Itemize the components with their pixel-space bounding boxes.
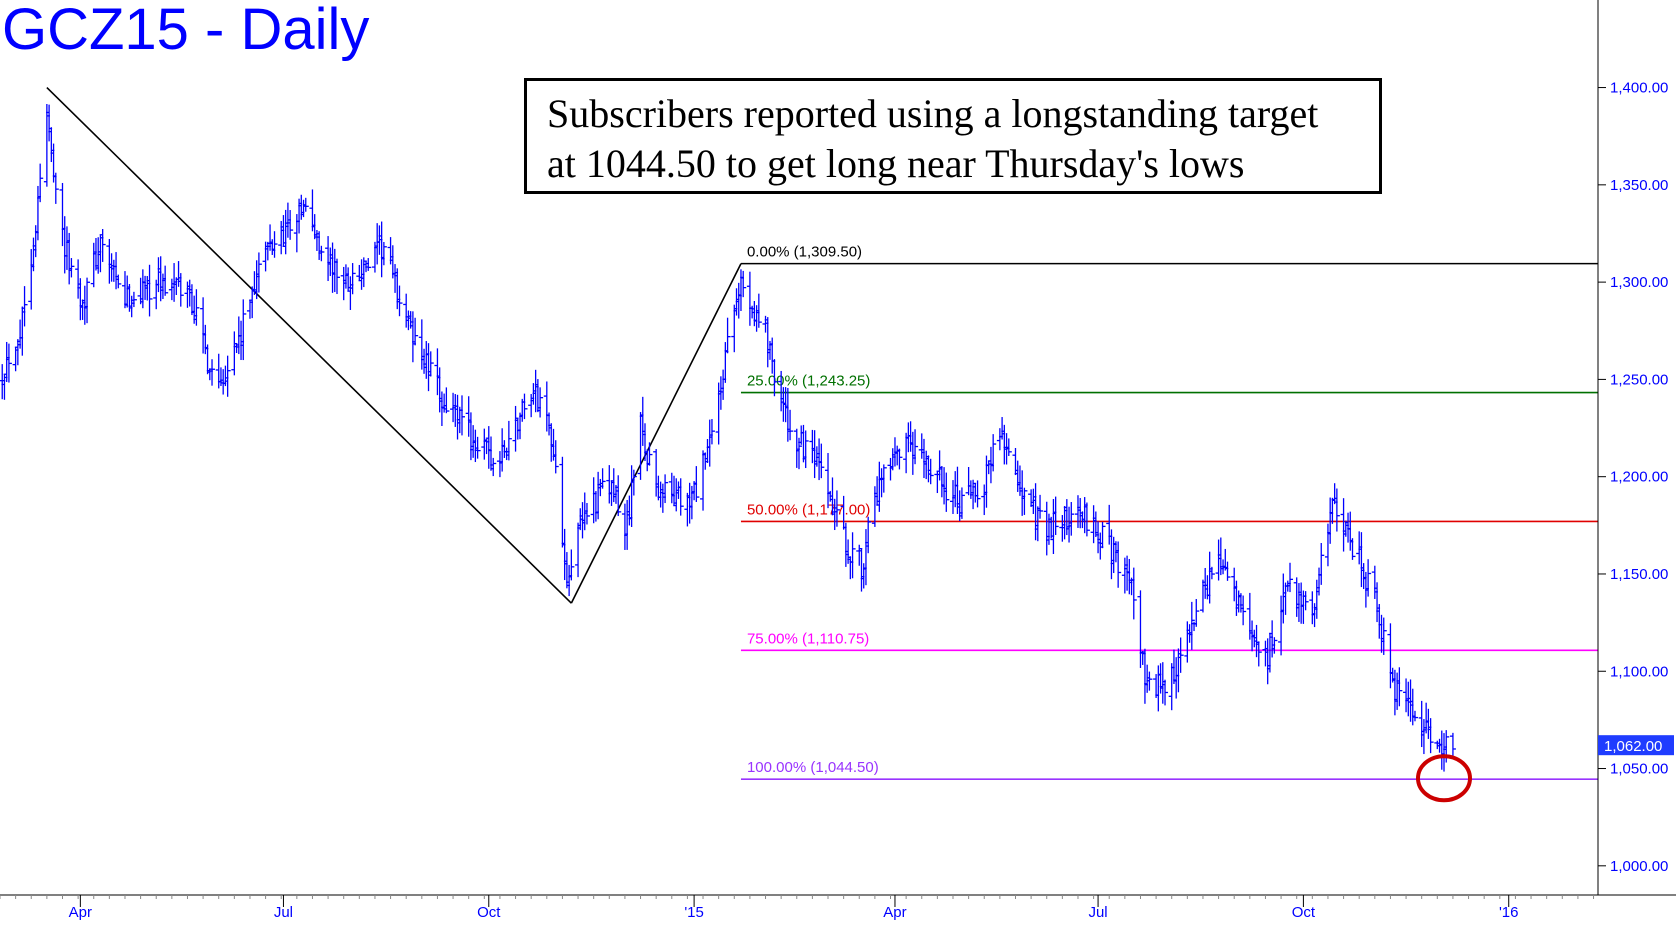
fib-level-label: 0.00% (1,309.50) bbox=[747, 244, 862, 261]
y-axis-panel bbox=[1598, 0, 1676, 925]
annotation-note-box: Subscribers reported using a longstandin… bbox=[524, 78, 1382, 194]
x-tick-label: '16 bbox=[1499, 904, 1519, 921]
x-axis-panel bbox=[0, 896, 1676, 925]
y-tick-label: 1,150.00 bbox=[1610, 566, 1668, 583]
chart-title: GCZ15 - Daily bbox=[2, 0, 370, 62]
fib-level-label: 50.00% (1,177.00) bbox=[747, 501, 870, 518]
fib-level-label: 25.00% (1,243.25) bbox=[747, 373, 870, 390]
note-line-2: at 1044.50 to get long near Thursday's l… bbox=[547, 141, 1245, 186]
y-tick-label: 1,350.00 bbox=[1610, 177, 1668, 194]
y-tick-label: 1,100.00 bbox=[1610, 663, 1668, 680]
annotation-circle bbox=[1416, 754, 1473, 803]
y-tick-label: 1,200.00 bbox=[1610, 469, 1668, 486]
y-tick-label: 1,400.00 bbox=[1610, 80, 1668, 97]
fib-level-label: 75.00% (1,110.75) bbox=[747, 630, 869, 647]
trendline bbox=[570, 263, 742, 604]
fib-level-label: 100.00% (1,044.50) bbox=[747, 759, 879, 776]
last-price-label: 1,062.00 bbox=[1604, 738, 1662, 755]
price-bars bbox=[0, 104, 1456, 772]
y-tick-label: 1,000.00 bbox=[1610, 858, 1668, 875]
last-price-tag bbox=[1598, 735, 1674, 756]
x-tick-label: Apr bbox=[69, 904, 92, 921]
x-tick-label: Oct bbox=[477, 904, 501, 921]
x-tick-label: Jul bbox=[274, 904, 293, 921]
x-tick-label: '15 bbox=[684, 904, 704, 921]
x-tick-label: Apr bbox=[883, 904, 906, 921]
fibonacci-levels: 0.00% (1,309.50) 25.00% (1,243.25) 50.00% … bbox=[740, 244, 1598, 781]
trendline bbox=[46, 86, 572, 604]
trendlines bbox=[46, 86, 742, 604]
y-tick-label: 1,050.00 bbox=[1610, 761, 1668, 778]
y-tick-label: 1,300.00 bbox=[1610, 274, 1668, 291]
y-tick-label: 1,250.00 bbox=[1610, 371, 1668, 388]
note-line-1: Subscribers reported using a longstandin… bbox=[547, 91, 1319, 136]
x-tick-label: Oct bbox=[1292, 904, 1316, 921]
x-tick-label: Jul bbox=[1088, 904, 1107, 921]
annotation-circle-layer bbox=[1416, 754, 1473, 803]
